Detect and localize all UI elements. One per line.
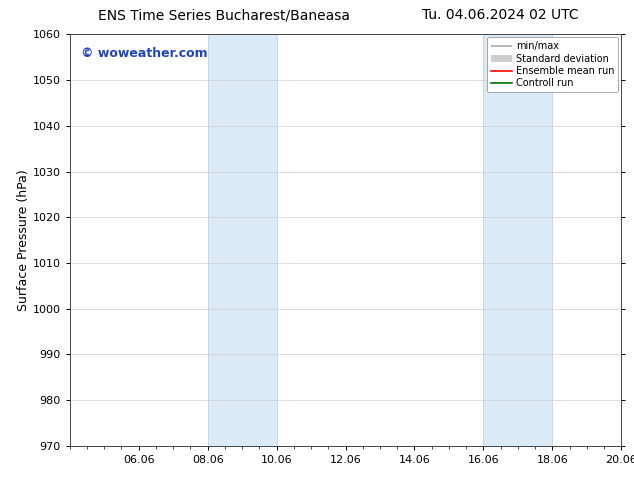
Y-axis label: Surface Pressure (hPa): Surface Pressure (hPa) (17, 169, 30, 311)
Legend: min/max, Standard deviation, Ensemble mean run, Controll run: min/max, Standard deviation, Ensemble me… (487, 37, 618, 92)
Text: © woweather.com: © woweather.com (81, 47, 207, 60)
Bar (483, 34, 552, 446)
Bar (207, 34, 276, 446)
Text: ENS Time Series Bucharest/Baneasa: ENS Time Series Bucharest/Baneasa (98, 8, 350, 22)
Text: Tu. 04.06.2024 02 UTC: Tu. 04.06.2024 02 UTC (422, 8, 578, 22)
Title: ENS Time Series Bucharest/Baneasa      Tu. 04.06.2024 02 UTC: ENS Time Series Bucharest/Baneasa Tu. 04… (0, 489, 1, 490)
